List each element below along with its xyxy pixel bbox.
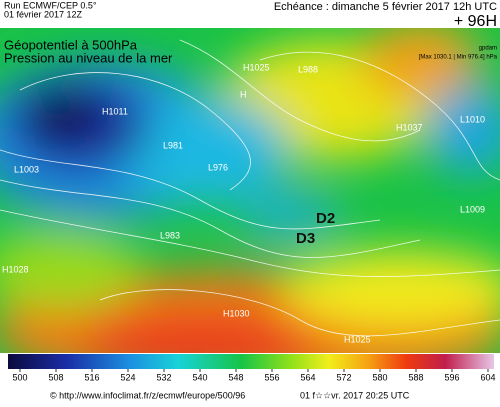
extremes: [Max 1030.1 | Min 976.4] hPa bbox=[419, 55, 498, 61]
colorbar-label: 596 bbox=[444, 372, 459, 382]
map-label: D2 bbox=[316, 210, 335, 227]
colorbar-label: 540 bbox=[192, 372, 207, 382]
unit: gpdam bbox=[479, 46, 497, 52]
generated: 01 f☆☆vr. 2017 20:25 UTC bbox=[300, 390, 410, 400]
map-label: L988 bbox=[298, 64, 318, 74]
colorbar bbox=[8, 354, 494, 369]
map-label: L983 bbox=[160, 230, 180, 240]
map-label: H1030 bbox=[223, 308, 250, 318]
colorbar-label: 548 bbox=[228, 372, 243, 382]
colorbar-label: 556 bbox=[264, 372, 279, 382]
colorbar-label: 588 bbox=[408, 372, 423, 382]
map-label: H1025 bbox=[344, 334, 371, 344]
map-label: L981 bbox=[163, 140, 183, 150]
colorbar-label: 516 bbox=[84, 372, 99, 382]
echeance: Echéance : dimanche 5 février 2017 12h U… bbox=[274, 1, 497, 13]
colorbar-label: 580 bbox=[372, 372, 387, 382]
map-subtitle: Pression au niveau de la mer bbox=[4, 50, 173, 65]
map-label: L1010 bbox=[460, 114, 485, 124]
colorbar-label: 604 bbox=[480, 372, 495, 382]
lead-time: + 96H bbox=[454, 13, 497, 30]
source: © http://www.infoclimat.fr/z/ecmwf/europ… bbox=[50, 390, 245, 400]
map-title: Géopotentiel à 500hPa bbox=[4, 37, 138, 52]
colorbar-label: 572 bbox=[336, 372, 351, 382]
map-label: H1037 bbox=[396, 122, 423, 132]
map-label: H1028 bbox=[2, 264, 29, 274]
colorbar-label: 508 bbox=[48, 372, 63, 382]
isobars bbox=[0, 39, 500, 337]
map-label: H1025 bbox=[243, 62, 270, 72]
map-label: L1003 bbox=[14, 164, 39, 174]
colorbar-label: 500 bbox=[12, 372, 27, 382]
map-label: L1009 bbox=[460, 204, 485, 214]
colorbar-label: 564 bbox=[300, 372, 315, 382]
run-date: 01 février 2017 12Z bbox=[4, 9, 83, 19]
map-label: L976 bbox=[208, 162, 228, 172]
colorbar-label: 524 bbox=[120, 372, 135, 382]
map-label: D3 bbox=[296, 230, 315, 247]
run: Run ECMWF/CEP 0.5° bbox=[4, 0, 97, 10]
colorbar-label: 532 bbox=[156, 372, 171, 382]
map-label: H bbox=[240, 89, 247, 99]
map-field: H1011 L981 L976 L1003 H1025 L988 H H1037… bbox=[0, 28, 500, 353]
map-label: H1011 bbox=[102, 106, 128, 116]
